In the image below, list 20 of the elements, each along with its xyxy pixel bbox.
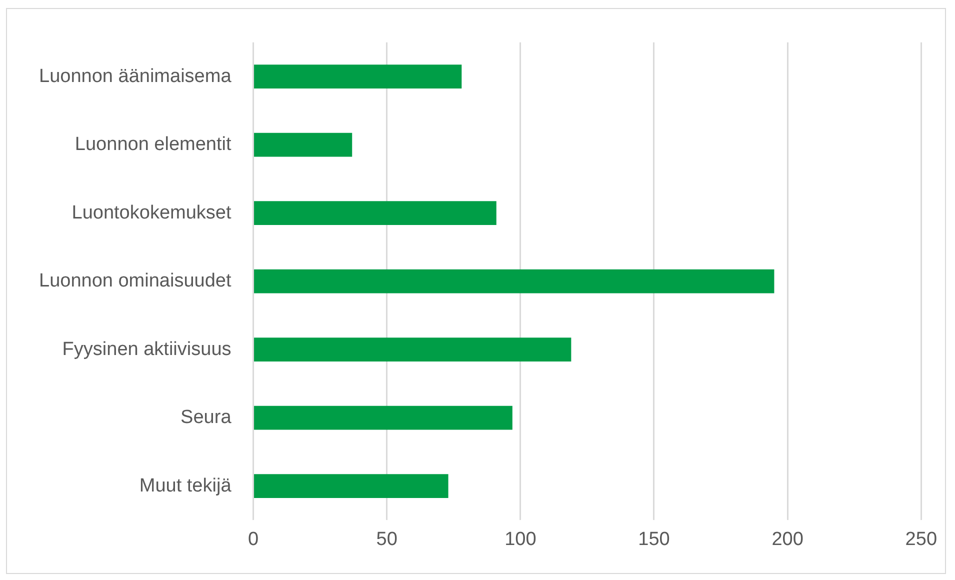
y-tick-label: Seura [180,407,232,428]
x-tick-label: 0 [248,528,259,550]
x-tick-label: 200 [772,528,804,550]
bar [254,269,774,294]
x-tick-label: 50 [376,528,398,550]
y-tick-label: Luontokokemukset [72,202,232,224]
x-tick-label: 250 [905,528,937,550]
bar [254,201,496,225]
y-tick-label: Luonnon ominaisuudet [39,270,232,292]
bar [254,132,352,157]
y-tick-label: Luonnon elementit [74,134,232,156]
x-tick-label: 150 [638,528,670,550]
y-tick-label: Fyysinen aktiivisuus [62,338,232,360]
bar [254,406,512,430]
y-tick-label: Luonnon äänimaisema [39,66,232,87]
bar [254,474,448,498]
x-tick-label: 100 [504,528,536,550]
bar [254,338,572,362]
bar [254,64,462,88]
y-tick-label: Muut tekijä [139,475,232,496]
